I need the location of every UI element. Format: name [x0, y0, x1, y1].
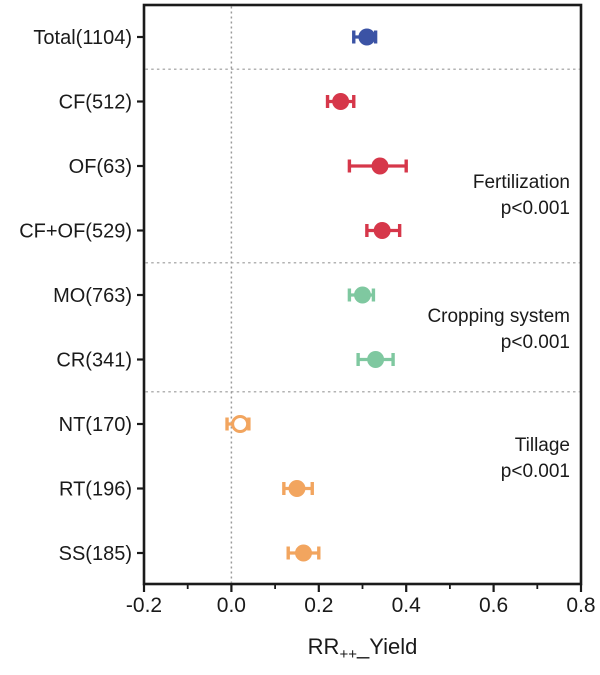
x-tick-label: 0.6 [479, 594, 508, 617]
group-label-tillage: Tillage [514, 435, 570, 456]
category-label: MO(763) [53, 285, 132, 307]
category-label: RT(196) [59, 479, 132, 501]
x-tick-label: 0.0 [217, 594, 246, 617]
point-marker [371, 157, 389, 175]
group-annotation-fertilization: Fertilization p<0.001 [473, 170, 570, 222]
point-marker [295, 544, 313, 562]
point-marker [373, 222, 391, 239]
category-label: CR(341) [56, 350, 132, 372]
point-marker [367, 351, 385, 368]
group-annotation-cropping-system: Cropping system p<0.001 [427, 304, 570, 356]
group-pvalue-fertilization: p<0.001 [500, 198, 570, 219]
x-tick-label: 0.8 [566, 594, 595, 617]
point-marker [358, 28, 376, 46]
point-marker-open [231, 415, 250, 433]
x-axis-title-base: RR [307, 634, 340, 659]
point-marker [354, 286, 371, 304]
x-tick-label: 0.4 [392, 594, 422, 617]
category-label: CF+OF(529) [19, 221, 132, 243]
category-label: Total(1104) [33, 27, 132, 49]
group-annotation-tillage: Tillage p<0.001 [501, 433, 570, 485]
x-axis-title: RR++_Yield [144, 634, 581, 663]
category-label: SS(185) [59, 543, 132, 565]
group-label-fertilization: Fertilization [472, 172, 570, 193]
x-axis-title-subscript: ++ [339, 646, 357, 663]
group-label-cropping-system: Cropping system [427, 306, 570, 327]
x-tick-label: -0.2 [126, 594, 162, 617]
point-marker [288, 480, 306, 497]
x-tick-label: 0.2 [304, 594, 333, 617]
category-label: OF(63) [69, 156, 132, 178]
point-marker [332, 93, 350, 110]
category-label: CF(512) [59, 92, 132, 114]
x-axis-title-rest: _Yield [356, 634, 418, 659]
group-pvalue-tillage: p<0.001 [500, 461, 570, 482]
group-pvalue-cropping-system: p<0.001 [500, 332, 570, 353]
category-label: NT(170) [59, 414, 132, 436]
